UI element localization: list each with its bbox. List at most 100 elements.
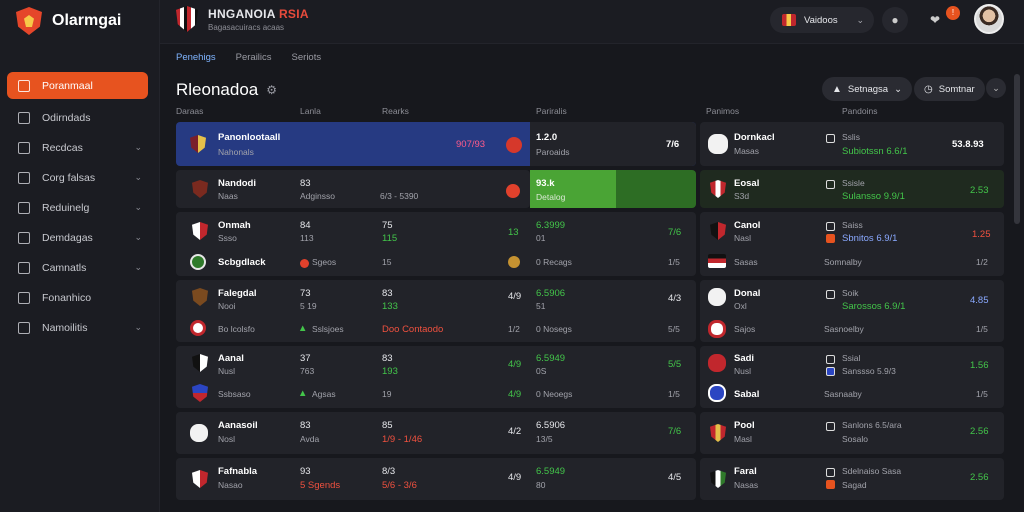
chevron-down-icon: ⌄ bbox=[134, 202, 142, 212]
market-value: 1/2 bbox=[976, 257, 988, 267]
checkbox[interactable] bbox=[826, 468, 835, 477]
odds-num: 5/5 bbox=[668, 324, 680, 334]
team-sub: Ssso bbox=[218, 233, 237, 243]
refresh-icon[interactable]: ⚙ bbox=[266, 83, 278, 97]
table-row[interactable]: Canol Nasl Saiss Sbnitos 6.9/1 1.25 Sasa… bbox=[700, 212, 1004, 276]
odds-value: 6.5949 bbox=[536, 353, 566, 364]
flame-icon: ● bbox=[891, 13, 899, 27]
odds-cell[interactable]: 1.2.0 Paroaids 7/6 bbox=[530, 122, 696, 166]
team-sub: Nosl bbox=[218, 434, 236, 444]
stat-a: Sslsjoes bbox=[312, 324, 344, 334]
team-name: Sadi bbox=[734, 353, 755, 364]
odds-num: 7/6 bbox=[668, 426, 682, 437]
stat-b: 19 bbox=[382, 389, 392, 399]
table-row[interactable]: Faral Nasas Sdelnaiso Sasa Sagad 2.56 bbox=[700, 458, 1004, 500]
odds-num: 7/6 bbox=[666, 139, 680, 150]
tab-2[interactable]: Seriots bbox=[291, 52, 322, 63]
odds-sub: 51 bbox=[536, 301, 546, 311]
tab-1[interactable]: Perailics bbox=[235, 52, 272, 63]
market-value: 2.56 bbox=[970, 426, 989, 437]
table-row[interactable]: Aanasoil Nosl 83 Avda 85 1/9 - 1/46 4/2 … bbox=[176, 412, 696, 454]
market-value: 1.25 bbox=[972, 229, 991, 240]
sidebar-item-2[interactable]: Recdcas ⌄ bbox=[7, 133, 148, 163]
checkbox[interactable] bbox=[826, 367, 835, 376]
sidebar-item-label: Reduinelg bbox=[42, 202, 90, 214]
sidebar-item-8[interactable]: Namoilitis ⌄ bbox=[7, 313, 148, 343]
table-row[interactable]: Dornkacl Masas Sslis Subiotssn 6.6/1 53.… bbox=[700, 122, 1004, 166]
sidebar-item-3[interactable]: Corg falsas ⌄ bbox=[7, 163, 148, 193]
stat-e: 4/9 bbox=[508, 291, 522, 302]
team-sub: Naas bbox=[218, 191, 238, 201]
chevron-down-icon: ⌄ bbox=[134, 262, 142, 272]
checkbox[interactable] bbox=[826, 134, 835, 143]
table-row[interactable]: Fafnabla Nasao 93 5 Sgends 8/3 5/6 - 3/6… bbox=[176, 458, 696, 500]
sort-button[interactable]: ◷ Somtnar bbox=[914, 77, 985, 101]
table-row[interactable]: Nandodi Naas 83 Adginsso 6/3 - 5390 bbox=[176, 170, 530, 208]
team-name: Aanasoil bbox=[218, 420, 258, 431]
checkbox[interactable] bbox=[826, 180, 835, 189]
checkbox[interactable] bbox=[826, 222, 835, 231]
table-row[interactable]: Donal Oxl Soik Sarossos 6.9/1 4.85 Sajos… bbox=[700, 280, 1004, 342]
table-row[interactable]: Aanal Nusl 37 763 83 193 4/9 6.5949 0S 5… bbox=[176, 346, 696, 408]
filter-icon: ▲ bbox=[832, 83, 842, 95]
market-label: Sdelnaiso Sasa bbox=[842, 466, 902, 476]
chat-button[interactable]: ❤ bbox=[922, 7, 948, 33]
checkbox[interactable] bbox=[826, 234, 835, 243]
chevron-down-icon: ⌄ bbox=[134, 232, 142, 242]
chat-icon bbox=[18, 142, 30, 154]
avatar[interactable] bbox=[974, 4, 1004, 34]
table-row[interactable]: Sadi Nusl Ssial Sanssso 5.9/3 1.56 Sabal… bbox=[700, 346, 1004, 408]
sidebar-item-5[interactable]: Demdagas ⌄ bbox=[7, 223, 148, 253]
sidebar-item-1[interactable]: Odirndads bbox=[7, 103, 148, 133]
market-sub: Sarossos 6.9/1 bbox=[842, 301, 906, 312]
filter-label: Setnagsa bbox=[847, 83, 889, 95]
table-row[interactable]: Eosal S3d Ssisle Sulansso 9.9/1 2.53 bbox=[700, 170, 1004, 208]
table-row[interactable]: Pool Masl Sanlons 6.5/ara Sosalo 2.56 bbox=[700, 412, 1004, 454]
document-icon bbox=[18, 202, 30, 214]
scrollbar[interactable] bbox=[1014, 74, 1020, 224]
sidebar-item-label: Recdcas bbox=[42, 142, 83, 154]
team-crest-icon bbox=[710, 180, 726, 198]
market-value: 1/5 bbox=[976, 324, 988, 334]
stat-b: 15 bbox=[382, 257, 392, 267]
notification-button[interactable]: ● bbox=[882, 7, 908, 33]
sidebar-item-7[interactable]: Fonanhico bbox=[7, 283, 148, 313]
sidebar-item-6[interactable]: Camnatls ⌄ bbox=[7, 253, 148, 283]
team-crest-icon bbox=[710, 222, 726, 240]
market-label: Sasnoelby bbox=[824, 324, 864, 334]
filter-dropdown[interactable]: ▲ Setnagsa ⌄ bbox=[822, 77, 913, 101]
odds-num: 7/6 bbox=[668, 227, 682, 238]
match-subtitle: Bagasacuiracs acaas bbox=[208, 22, 285, 32]
odds-value: 6.5949 bbox=[536, 466, 566, 477]
flag-icon bbox=[708, 254, 726, 268]
checkbox[interactable] bbox=[826, 290, 835, 299]
more-button[interactable]: ⌄ bbox=[986, 78, 1006, 98]
checkbox[interactable] bbox=[826, 422, 835, 431]
table-row[interactable]: Falegdal Nooi 73 5 19 83 133 4/9 6.5906 … bbox=[176, 280, 696, 342]
checkbox[interactable] bbox=[826, 355, 835, 364]
tab-0[interactable]: Penehigs bbox=[176, 52, 216, 63]
table-row[interactable]: Onmah Ssso 84 113 75 115 13 6.3999 01 7/… bbox=[176, 212, 696, 276]
match-header[interactable]: HNGANOIA RSIA Bagasacuiracs acaas bbox=[176, 6, 309, 32]
checkbox[interactable] bbox=[826, 480, 835, 489]
column-header: Panimos bbox=[706, 106, 740, 116]
language-select[interactable]: Vaidoos ⌄ bbox=[770, 7, 874, 33]
market-sub: Sanssso 5.9/3 bbox=[842, 366, 896, 376]
chevron-down-icon: ⌄ bbox=[856, 14, 864, 25]
team-name: Faral bbox=[734, 466, 757, 477]
sidebar-item-0[interactable]: Poranmaal bbox=[7, 72, 148, 99]
odds-sub: 01 bbox=[536, 233, 546, 243]
triangle-icon: ▲ bbox=[298, 388, 308, 399]
stat-d: 133 bbox=[382, 301, 398, 312]
stat-a: 73 bbox=[300, 288, 311, 299]
team-sub: Masl bbox=[734, 434, 752, 444]
sidebar-item-4[interactable]: Reduinelg ⌄ bbox=[7, 193, 148, 223]
team-name: Fafnabla bbox=[218, 466, 258, 477]
odds-sub: 80 bbox=[536, 480, 546, 490]
team-name: Dornkacl bbox=[734, 132, 775, 143]
team-sub: Nooi bbox=[218, 301, 236, 311]
stat-c: 6/3 - 5390 bbox=[380, 191, 419, 201]
odds-cell-selected[interactable]: 93.k Detalog bbox=[530, 170, 696, 208]
team-crest-icon bbox=[708, 320, 726, 338]
brand[interactable]: Olarmgai bbox=[16, 6, 121, 36]
